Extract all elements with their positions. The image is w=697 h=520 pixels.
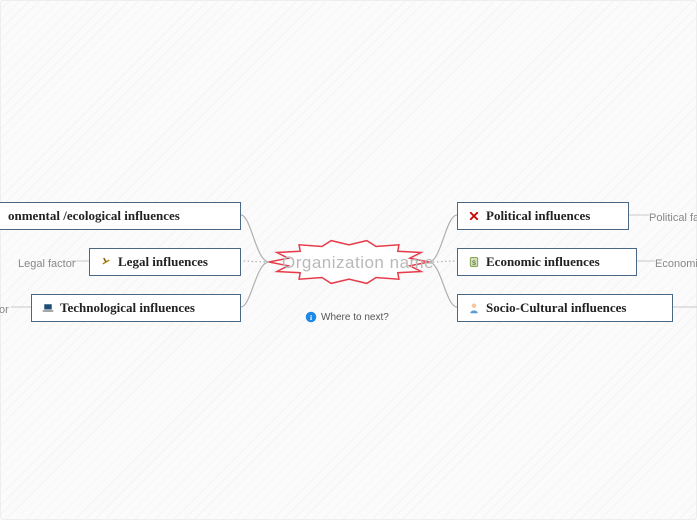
leaf-tech-factor[interactable]: or [0,304,9,316]
money-icon: $ [468,256,480,268]
laptop-icon [42,302,54,314]
mindmap-canvas: { "canvas":{"width":697,"height":520,"ba… [0,0,697,520]
node-sociocultural[interactable]: Socio-Cultural influences [457,294,673,322]
node-political[interactable]: Political influences [457,202,629,230]
svg-text:i: i [310,313,312,322]
svg-text:$: $ [472,260,476,267]
hint-where-to-next[interactable]: i Where to next? [305,311,389,323]
x-icon [468,210,480,222]
leaf-political-factor[interactable]: Political fa [649,212,697,224]
info-icon: i [305,311,317,323]
node-legal[interactable]: Legal influences [89,248,241,276]
node-environmental[interactable]: onmental /ecological influences [0,202,241,230]
node-label: Economic influences [486,254,600,270]
node-label: onmental /ecological influences [8,208,180,224]
node-label: Political influences [486,208,590,224]
node-label: Technological influences [60,300,195,316]
person-icon [468,302,480,314]
leaf-icon [0,210,2,222]
node-label: Socio-Cultural influences [486,300,626,316]
hint-label: Where to next? [321,312,389,323]
leaf-economic-factor[interactable]: Economic [655,258,697,270]
node-technological[interactable]: Technological influences [31,294,241,322]
leaf-legal-factor[interactable]: Legal factor [18,258,75,270]
center-node-label[interactable]: Organization name [282,253,434,273]
node-label: Legal influences [118,254,208,270]
node-economic[interactable]: $ Economic influences [457,248,637,276]
gavel-icon [100,256,112,268]
